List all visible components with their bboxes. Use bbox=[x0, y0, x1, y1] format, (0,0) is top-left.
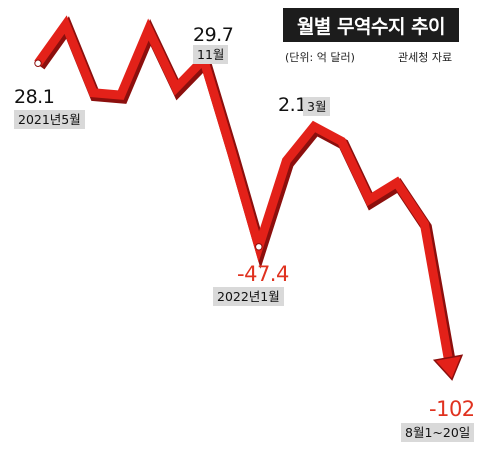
source-note: 관세청 자료 bbox=[398, 51, 453, 64]
value-label-mar: 2.1 bbox=[278, 94, 307, 116]
unit-note: (단위: 억 달러) bbox=[285, 51, 355, 64]
value-label-nov: 29.7 bbox=[193, 24, 234, 46]
data-point-0 bbox=[34, 59, 42, 67]
value-label-2021-may: 28.1 bbox=[14, 86, 55, 108]
arrow-head bbox=[432, 354, 464, 381]
date-tag-aug: 8월1~20일 bbox=[401, 423, 475, 442]
date-tag-nov: 11월 bbox=[193, 45, 229, 64]
value-label-aug: -102 bbox=[429, 397, 475, 421]
series-line bbox=[34, 15, 454, 363]
chart-title: 월별 무역수지 추이 bbox=[283, 8, 459, 42]
date-tag-2021-may: 2021년5월 bbox=[14, 110, 85, 129]
date-tag-2022-jan: 2022년1월 bbox=[213, 287, 284, 306]
date-tag-mar: 3월 bbox=[303, 97, 331, 116]
data-point-8 bbox=[255, 243, 263, 251]
value-label-2022-jan: -47.4 bbox=[237, 262, 289, 286]
